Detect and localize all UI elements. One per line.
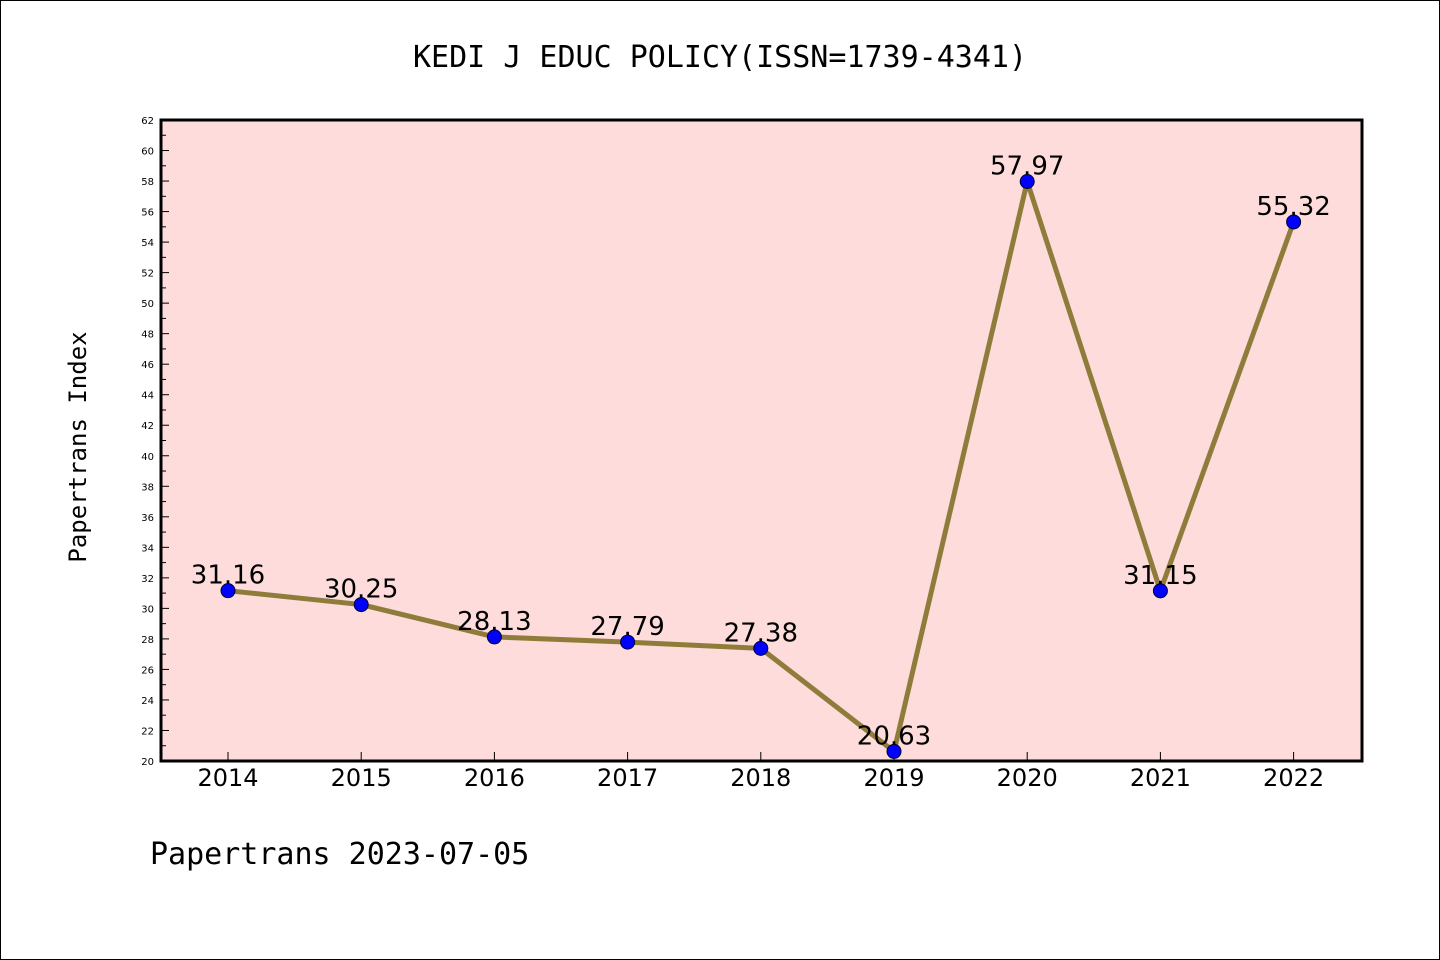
y-tick-label: 34 [141,543,154,554]
y-tick-label: 42 [141,421,154,432]
data-labels: 31.16 30.25 28.13 27.79 27.38 20.63 57.97 31.15… [191,152,1331,752]
y-tick-label: 48 [141,330,154,341]
data-point [886,743,902,759]
x-tick-label: 2022 [1263,764,1324,792]
x-tick-label: 2017 [597,764,658,792]
y-tick-label: 30 [141,604,154,615]
y-tick-label: 36 [141,513,154,524]
x-tick-label: 2020 [997,764,1058,792]
y-axis-ticks: 20 22 24 26 28 30 32 34 36 38 40 42 44 46 48 50 52 54 56 58… [141,116,169,768]
data-point [486,629,502,645]
data-points [220,174,1302,759]
footer-date: Papertrans 2023-07-05 [150,837,529,872]
data-label: 57.97 [990,152,1064,182]
y-tick-label: 26 [141,665,154,676]
y-tick-label: 20 [141,757,154,768]
y-tick-label: 50 [141,299,154,310]
data-label: 28.13 [457,607,531,637]
y-tick-label: 46 [141,360,154,371]
y-tick-label: 22 [141,726,154,737]
data-point [353,597,369,613]
y-tick-label: 40 [141,452,154,463]
y-axis-label: Papertrans Index [64,331,92,562]
data-label: 27.79 [590,612,664,642]
data-label: 27.38 [724,618,798,648]
y-tick-label: 38 [141,482,154,493]
y-tick-label: 54 [141,238,154,249]
plot-frame [159,118,1364,763]
y-tick-label: 60 [141,147,154,158]
y-tick-label: 44 [141,391,154,402]
x-tick-label: 2019 [863,764,924,792]
x-axis-ticks: 2014 2015 2016 2017 2018 2019 2020 2021 2022 [197,752,1324,792]
data-point [753,640,769,656]
y-tick-label: 52 [141,269,154,280]
y-tick-label: 24 [141,696,154,707]
y-tick-label: 28 [141,635,154,646]
data-label: 55.32 [1256,192,1330,222]
x-tick-label: 2021 [1130,764,1191,792]
data-point [1152,583,1168,599]
x-tick-label: 2016 [464,764,525,792]
data-point [1286,214,1302,230]
x-tick-label: 2018 [730,764,791,792]
data-label: 20.63 [857,721,931,751]
plot-area [161,120,1362,761]
data-label: 31.16 [191,561,265,591]
y-tick-label: 56 [141,208,154,219]
data-label: 31.15 [1123,561,1197,591]
data-point [220,583,236,599]
data-label: 30.25 [324,575,398,605]
data-point [620,634,636,650]
x-tick-label: 2015 [331,764,392,792]
y-tick-label: 62 [141,116,154,127]
chart-title: KEDI J EDUC POLICY(ISSN=1739-4341) [413,40,1027,75]
y-tick-label: 58 [141,177,154,188]
data-point [1019,174,1035,190]
y-tick-label: 32 [141,574,154,585]
x-tick-label: 2014 [197,764,258,792]
